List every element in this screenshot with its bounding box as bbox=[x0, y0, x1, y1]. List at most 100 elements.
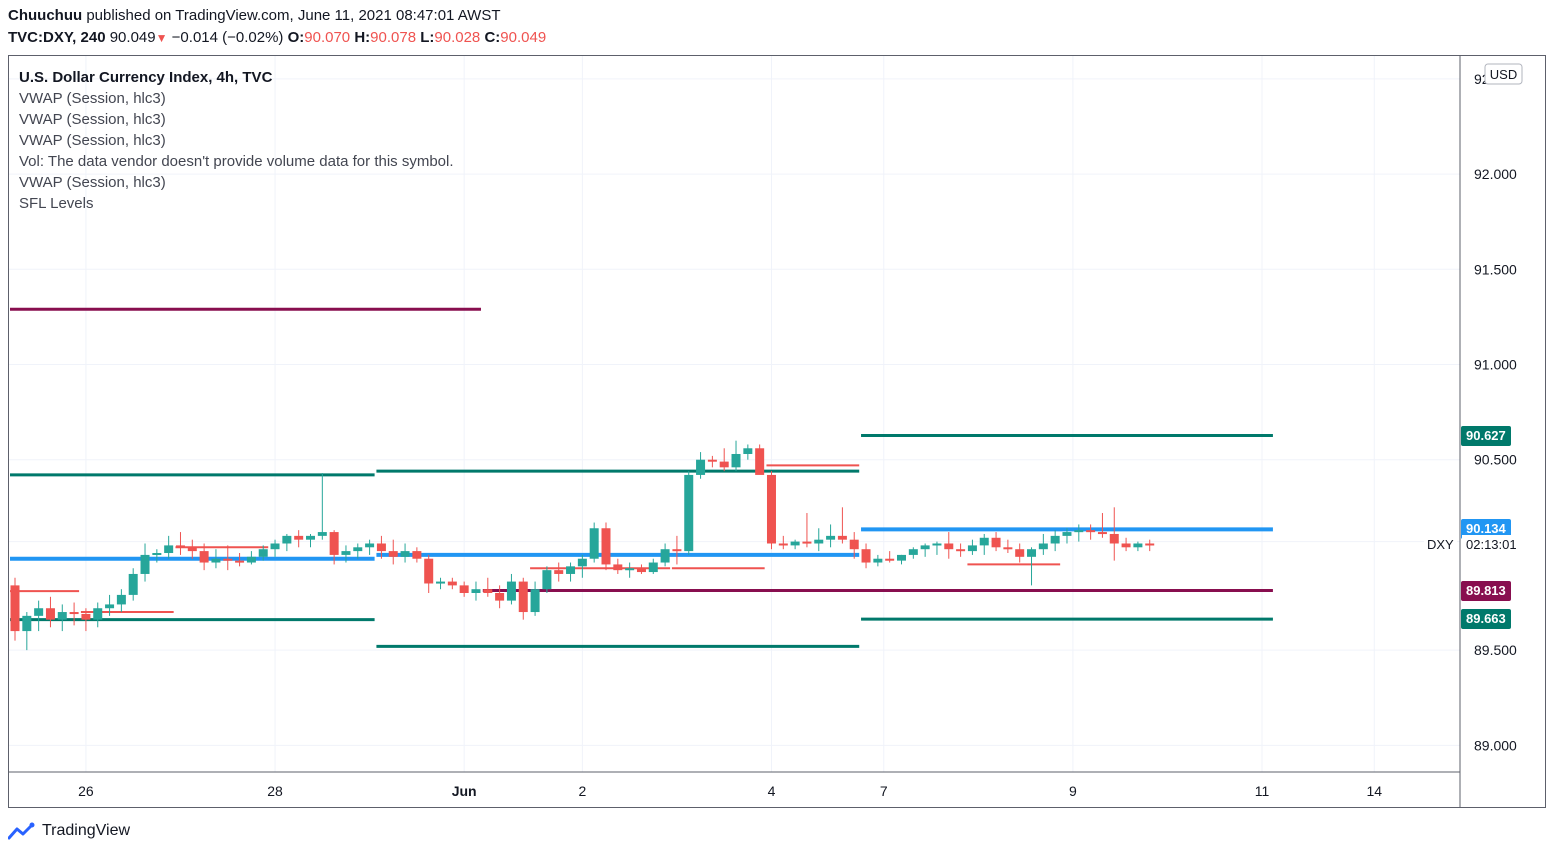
price-label-tag: 90.134 bbox=[1461, 519, 1511, 540]
candle bbox=[223, 545, 233, 571]
down-arrow-icon: ▼ bbox=[155, 31, 168, 45]
candle bbox=[199, 543, 209, 571]
candle-body bbox=[518, 581, 528, 613]
candle bbox=[22, 612, 32, 651]
candle-body bbox=[707, 459, 717, 462]
candle bbox=[873, 554, 883, 567]
candle bbox=[506, 573, 516, 605]
candle bbox=[601, 522, 611, 571]
candle-body bbox=[589, 528, 599, 559]
candle bbox=[400, 543, 410, 563]
candle-body bbox=[932, 543, 942, 546]
candle-body bbox=[436, 581, 446, 584]
candle-body bbox=[294, 535, 304, 540]
candle-body bbox=[341, 551, 351, 555]
author-name[interactable]: Chuuchuu bbox=[8, 7, 83, 24]
candle-body bbox=[306, 535, 315, 540]
candle bbox=[577, 554, 587, 578]
candle-body bbox=[601, 528, 611, 565]
candle bbox=[459, 581, 469, 597]
candle-body bbox=[944, 543, 954, 550]
candle bbox=[790, 539, 800, 550]
grid-lines bbox=[9, 56, 1460, 772]
legend-line[interactable]: VWAP (Session, hlc3) bbox=[19, 174, 166, 191]
footer-brand[interactable]: TradingView bbox=[8, 821, 130, 841]
candle bbox=[707, 455, 717, 468]
candle-body bbox=[317, 532, 327, 536]
candle bbox=[246, 551, 256, 565]
candle-body bbox=[849, 539, 859, 550]
candle bbox=[696, 452, 706, 479]
candle-body bbox=[542, 570, 552, 590]
candle-body bbox=[826, 535, 836, 540]
candle-body bbox=[45, 608, 55, 620]
candle bbox=[908, 547, 918, 559]
time-tick-label: 14 bbox=[1367, 783, 1383, 799]
candle-body bbox=[873, 558, 883, 563]
candle bbox=[282, 533, 292, 552]
candle bbox=[211, 549, 221, 569]
candle bbox=[778, 535, 788, 550]
legend-line[interactable]: Vol: The data vendor doesn't provide vol… bbox=[19, 153, 454, 170]
candle bbox=[1145, 539, 1155, 552]
candle bbox=[164, 535, 174, 559]
candle bbox=[34, 600, 44, 632]
candle-body bbox=[412, 551, 422, 559]
candle-body bbox=[1003, 547, 1013, 550]
candle bbox=[1109, 507, 1119, 561]
legend-title[interactable]: U.S. Dollar Currency Index, 4h, TVC bbox=[19, 69, 273, 86]
candle-body bbox=[636, 568, 646, 573]
candle-body bbox=[388, 551, 398, 557]
candle bbox=[10, 577, 20, 641]
candle bbox=[755, 444, 765, 475]
candle-body bbox=[270, 543, 280, 550]
candle-body bbox=[1133, 543, 1143, 548]
close-value: 90.049 bbox=[500, 29, 547, 46]
candle-body bbox=[731, 453, 741, 468]
candle bbox=[175, 532, 185, 555]
candle bbox=[1062, 528, 1072, 544]
candle-body bbox=[246, 556, 256, 563]
candle bbox=[566, 562, 576, 582]
candle bbox=[944, 532, 954, 559]
candle bbox=[317, 473, 327, 540]
candle bbox=[542, 566, 552, 593]
candle bbox=[270, 539, 280, 557]
publish-info: Chuuchuu published on TradingView.com, J… bbox=[8, 7, 501, 25]
candle-body bbox=[1145, 543, 1155, 546]
candle bbox=[329, 530, 339, 565]
candle bbox=[294, 530, 304, 548]
candle-body bbox=[885, 558, 895, 561]
brand-name: TradingView bbox=[42, 822, 131, 839]
legend-line[interactable]: SFL Levels bbox=[19, 195, 94, 212]
candle bbox=[932, 541, 942, 555]
candle bbox=[306, 533, 315, 548]
candle bbox=[495, 585, 505, 609]
legend-line[interactable]: VWAP (Session, hlc3) bbox=[19, 111, 166, 128]
time-tick-label: 28 bbox=[267, 783, 283, 799]
candle bbox=[991, 532, 1001, 552]
candle-body bbox=[778, 543, 788, 546]
legend-line[interactable]: VWAP (Session, hlc3) bbox=[19, 90, 166, 107]
price-tick-label: 92.000 bbox=[1474, 166, 1517, 182]
candle-body bbox=[956, 549, 966, 552]
candle-body bbox=[506, 581, 516, 601]
candle bbox=[814, 528, 824, 552]
candle-body bbox=[755, 448, 765, 475]
candle bbox=[187, 539, 197, 559]
time-axis: 26 28 Jun 2 4 7 9 11 14 bbox=[9, 771, 1460, 799]
candle bbox=[447, 577, 457, 590]
candle bbox=[412, 547, 422, 563]
currency-label: USD bbox=[1490, 67, 1517, 82]
legend-line[interactable]: VWAP (Session, hlc3) bbox=[19, 132, 166, 149]
open-value: 90.070 bbox=[304, 29, 351, 46]
candle-body bbox=[376, 543, 386, 552]
candle-body bbox=[790, 541, 800, 546]
candle-body bbox=[920, 545, 930, 550]
close-label: C: bbox=[484, 29, 501, 46]
candle-body bbox=[530, 589, 540, 613]
candle bbox=[81, 608, 91, 632]
candle bbox=[1133, 541, 1143, 552]
candle bbox=[69, 602, 79, 626]
candle bbox=[152, 549, 162, 563]
